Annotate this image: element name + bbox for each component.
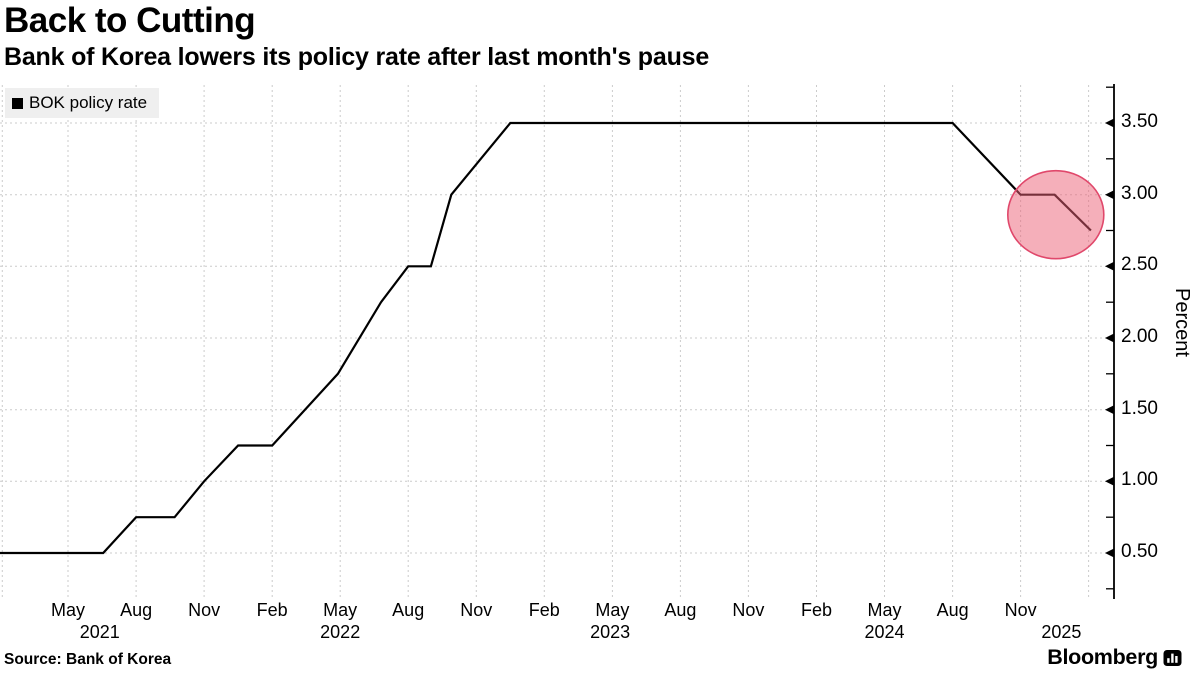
- x-year-label: 2023: [590, 622, 631, 642]
- x-tick-label: Nov: [460, 600, 493, 620]
- policy-rate-line: [0, 121, 1092, 555]
- x-tick-label: Feb: [800, 600, 833, 620]
- y-major-tick-arrow: [1105, 333, 1114, 343]
- x-tick-label: Feb: [528, 600, 560, 620]
- y-tick-label: 1.50: [1121, 397, 1158, 419]
- x-tick-label: May: [867, 600, 902, 620]
- highlight-circle: [1007, 169, 1105, 260]
- x-tick-label: Nov: [188, 600, 221, 620]
- y-major-tick-arrow: [1105, 548, 1114, 558]
- page-title: Back to Cutting: [4, 1, 256, 40]
- x-tick-label: Aug: [936, 600, 969, 620]
- legend-swatch-icon: [12, 97, 23, 109]
- x-year-label: 2021: [79, 622, 120, 642]
- y-major-tick-arrow: [1105, 118, 1114, 128]
- y-major-tick-arrow: [1105, 405, 1114, 415]
- x-tick-label: Aug: [120, 600, 153, 620]
- y-tick-label: 2.00: [1121, 326, 1158, 347]
- y-axis-title: Percent: [1171, 288, 1193, 357]
- x-tick-label: Nov: [1004, 600, 1037, 620]
- bloomberg-logo-icon: [1163, 649, 1182, 666]
- y-tick-label: 1.00: [1121, 469, 1158, 491]
- y-major-tick-arrow: [1105, 261, 1114, 271]
- y-tick-label: 0.50: [1121, 541, 1158, 562]
- legend: BOK policy rate: [5, 88, 160, 118]
- x-tick-label: Feb: [256, 600, 288, 620]
- x-year-label: 2022: [320, 622, 361, 642]
- x-tick-label: Aug: [392, 600, 425, 620]
- y-tick-label: 3.00: [1121, 182, 1158, 204]
- x-year-label: 2025: [1041, 622, 1082, 642]
- legend-label: BOK policy rate: [29, 93, 148, 112]
- y-tick-label: 2.50: [1121, 254, 1158, 276]
- x-tick-label: May: [50, 600, 86, 620]
- bloomberg-branding: Bloomberg: [1047, 645, 1182, 670]
- bloomberg-wordmark: Bloomberg: [1047, 645, 1158, 669]
- x-tick-label: May: [323, 600, 358, 620]
- y-tick-label: 3.50: [1121, 111, 1158, 132]
- x-year-label: 2024: [864, 622, 905, 642]
- y-major-tick-arrow: [1105, 476, 1114, 486]
- x-tick-label: May: [595, 600, 630, 620]
- x-tick-label: Nov: [732, 600, 765, 620]
- x-tick-label: Aug: [664, 600, 697, 620]
- source-note: Source: Bank of Korea: [4, 651, 172, 668]
- chart-subtitle: Bank of Korea lowers its policy rate aft…: [4, 43, 710, 71]
- y-major-tick-arrow: [1105, 190, 1114, 200]
